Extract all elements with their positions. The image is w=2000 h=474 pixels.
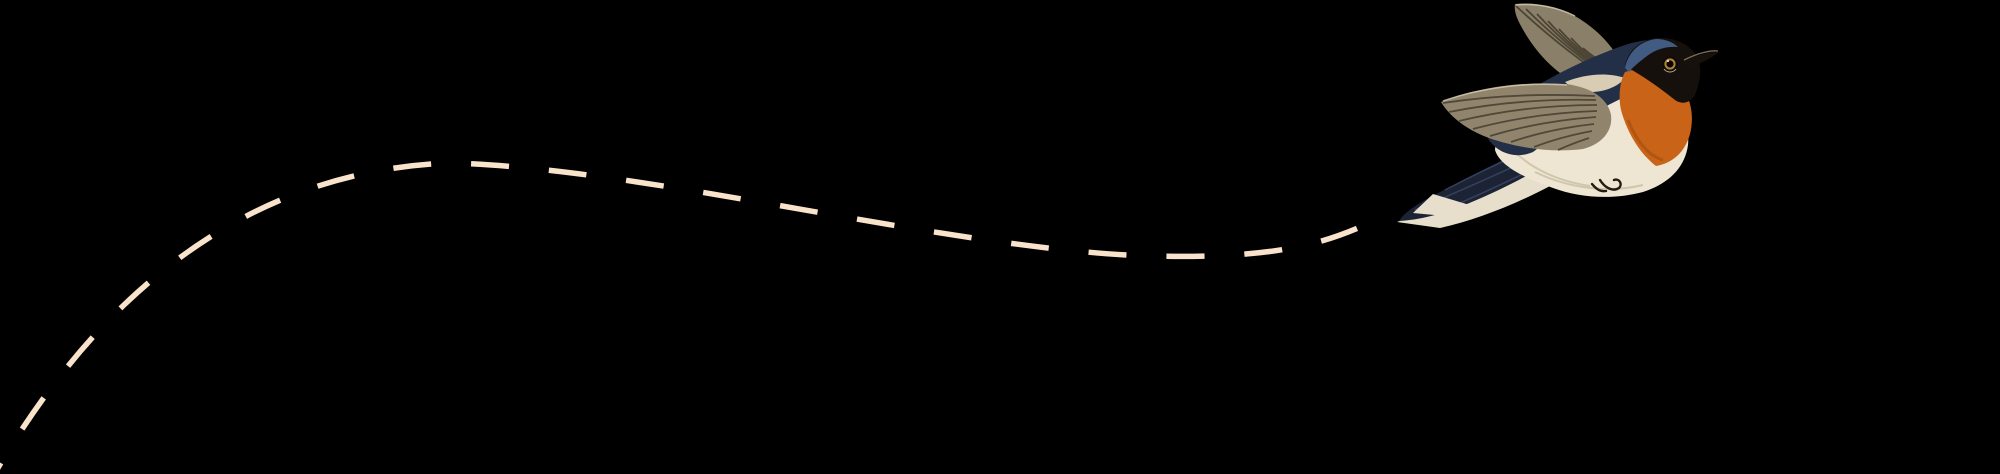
bird-illustration — [1397, 3, 1719, 228]
beak-ridge-highlight — [1683, 50, 1719, 61]
raised-wing-highlight — [1515, 3, 1576, 17]
far-wing-striations — [1442, 94, 1598, 151]
feet — [1590, 178, 1622, 193]
beak-shape — [1683, 51, 1719, 70]
belly-shading — [1512, 149, 1644, 190]
far-wing — [1441, 83, 1612, 151]
eye-iris-ring — [1664, 58, 1676, 70]
eye-lower-crescent — [1663, 68, 1677, 73]
head — [1625, 37, 1701, 103]
far-wing-highlight — [1442, 83, 1568, 102]
tail-white-tip — [1413, 194, 1473, 216]
crown-nape-sheen — [1625, 39, 1678, 72]
eye-catchlight — [1666, 59, 1670, 63]
breast-shading — [1626, 119, 1664, 162]
eye-pupil — [1667, 61, 1673, 67]
foot-toe — [1590, 182, 1608, 193]
flight-path — [0, 160, 1367, 470]
foot-curl — [1598, 178, 1622, 191]
beak — [1683, 50, 1719, 70]
eye — [1662, 56, 1678, 73]
